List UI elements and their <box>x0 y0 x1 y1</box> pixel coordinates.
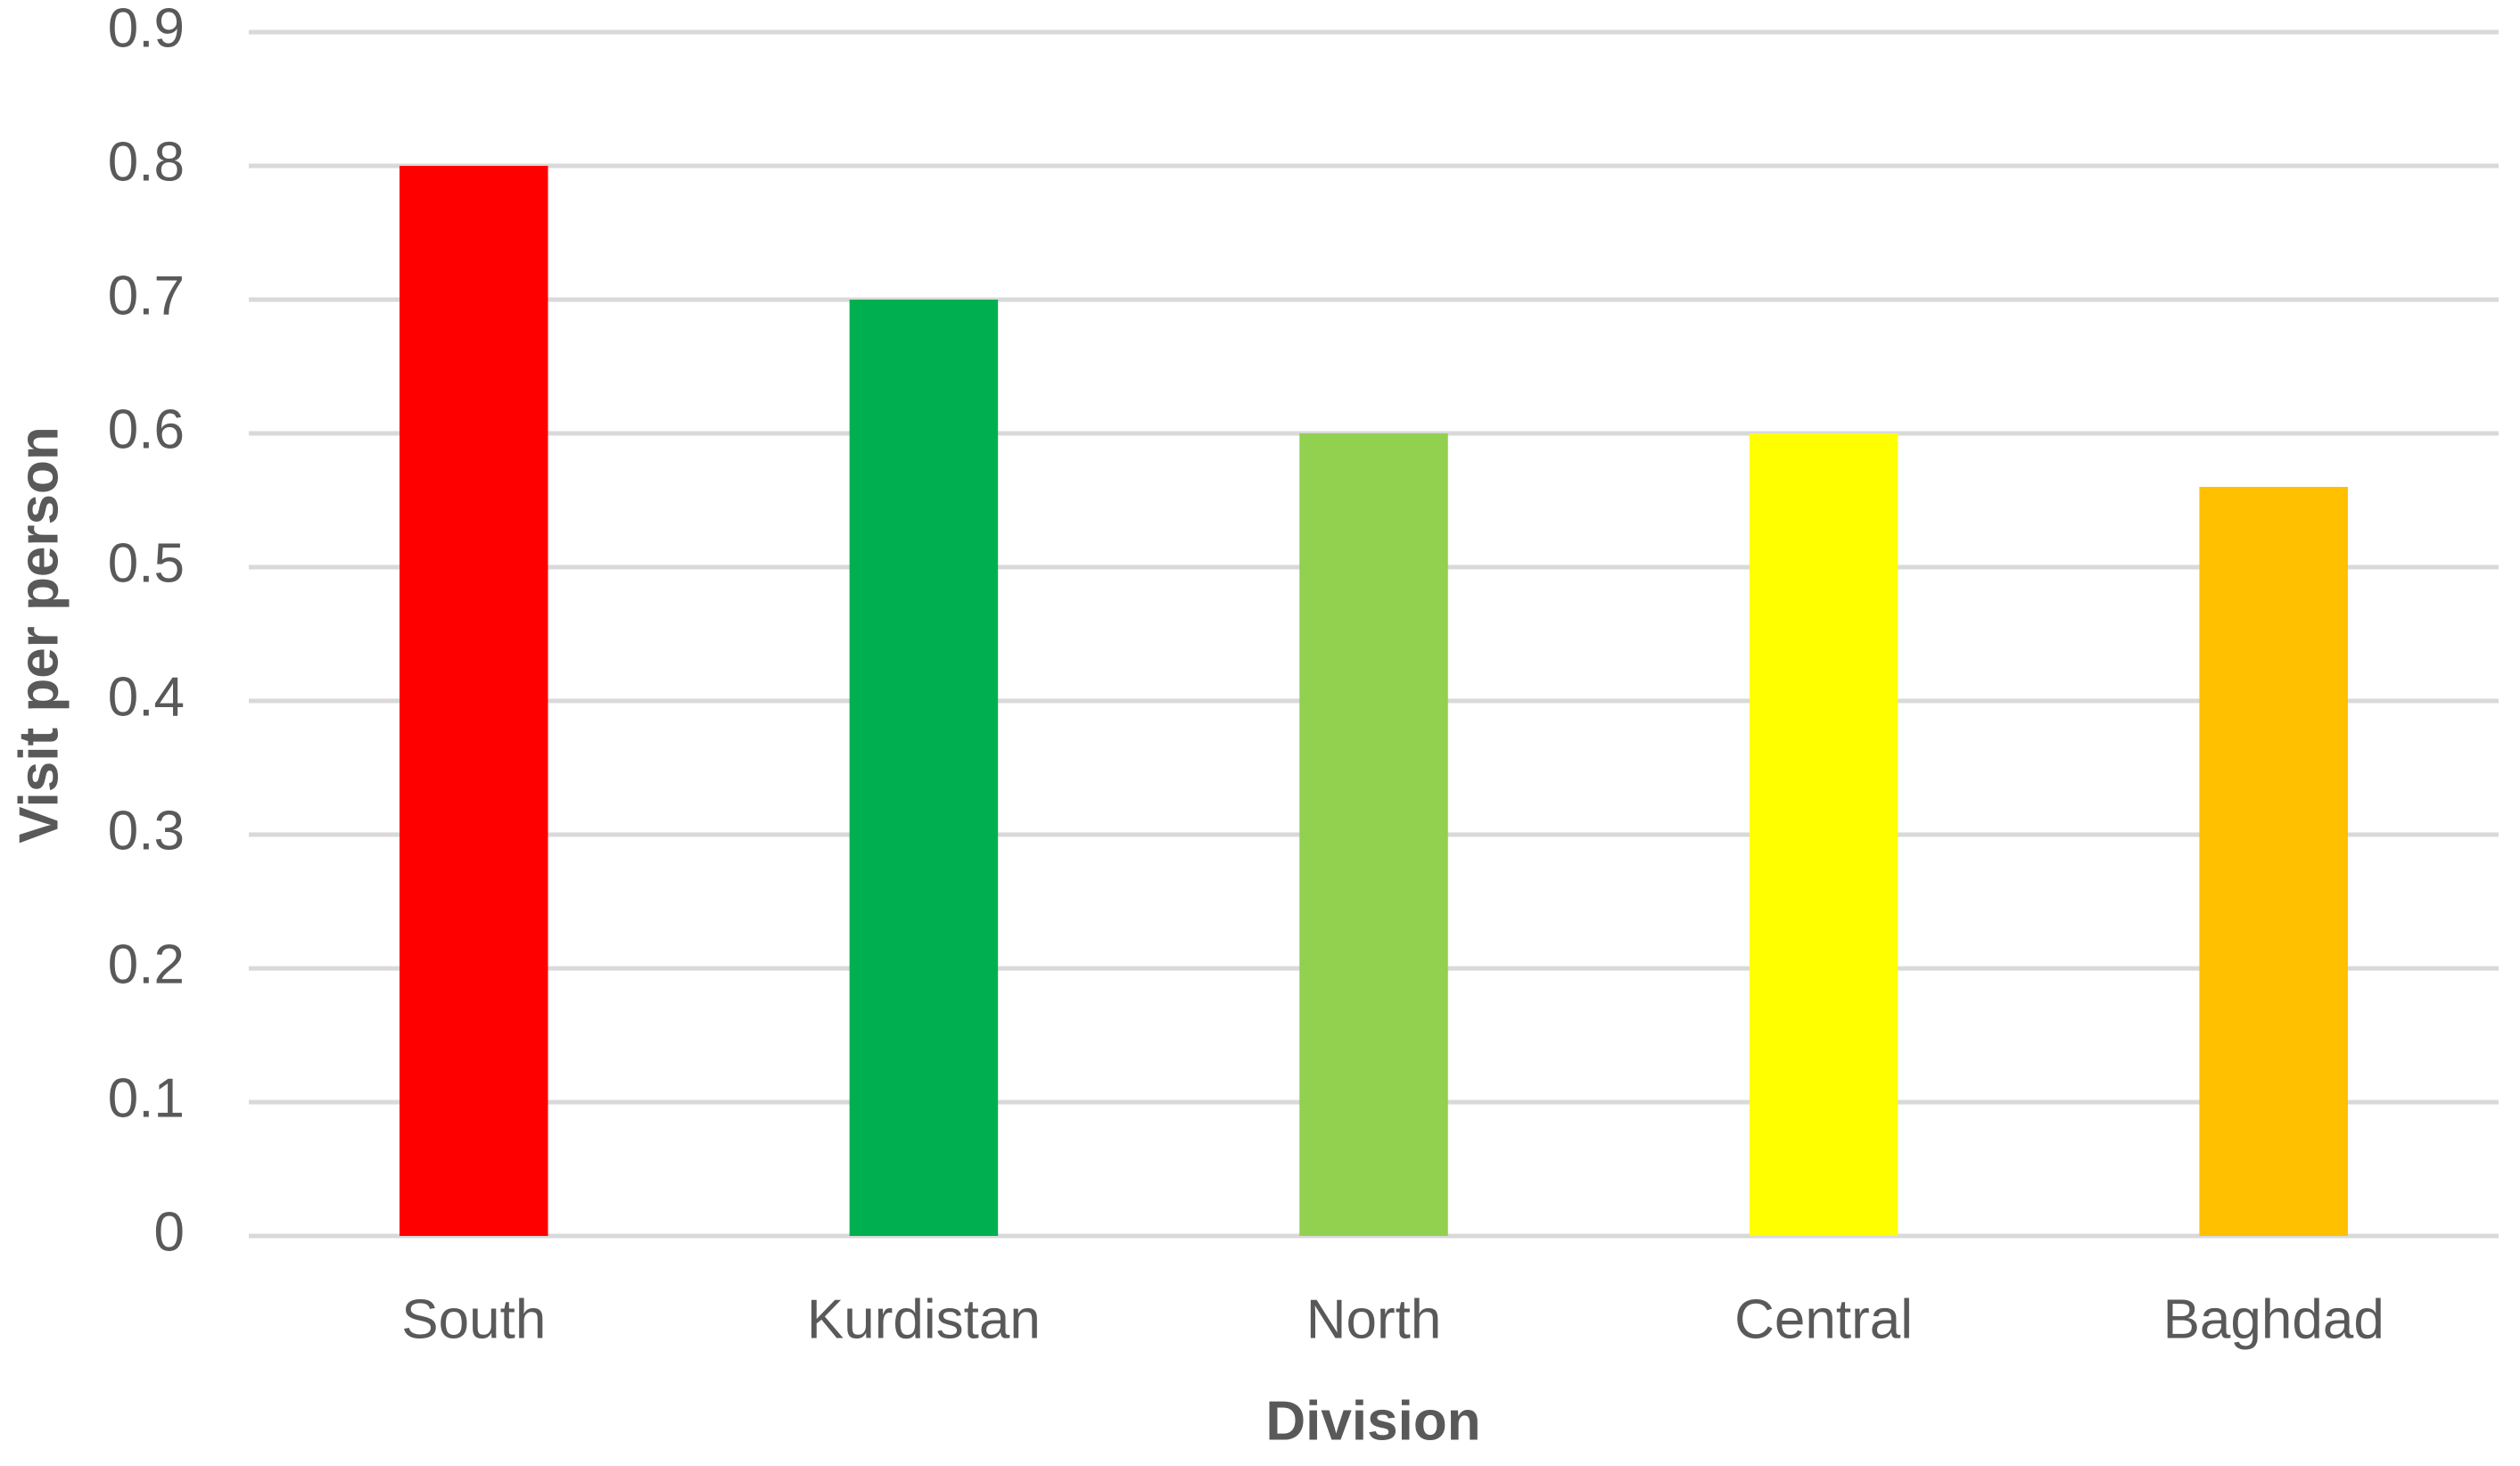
y-tick-label: 0.8 <box>108 131 185 193</box>
x-tick-label: North <box>1306 1289 1442 1350</box>
y-tick-label: 0 <box>154 1201 185 1263</box>
y-tick-label: 0.6 <box>108 399 185 460</box>
bar <box>849 300 999 1236</box>
x-axis-title: Division <box>1265 1390 1480 1452</box>
y-tick-label: 0.1 <box>108 1067 185 1129</box>
bar <box>399 166 548 1236</box>
y-tick-label: 0.2 <box>108 934 185 995</box>
x-tick-label: Baghdad <box>2163 1289 2384 1350</box>
bar <box>2199 487 2348 1236</box>
x-tick-label: Central <box>1734 1289 1913 1350</box>
y-axis-title: Visit per person <box>8 426 70 843</box>
y-tick-label: 0.7 <box>108 265 185 326</box>
bar <box>1299 433 1448 1236</box>
y-tick-label: 0.4 <box>108 666 185 728</box>
x-tick-label: Kurdistan <box>807 1289 1041 1350</box>
x-tick-label: South <box>401 1289 546 1350</box>
bar <box>1749 433 1898 1236</box>
y-tick-label: 0.9 <box>108 0 185 59</box>
y-tick-label: 0.5 <box>108 532 185 594</box>
y-tick-label: 0.3 <box>108 800 185 861</box>
